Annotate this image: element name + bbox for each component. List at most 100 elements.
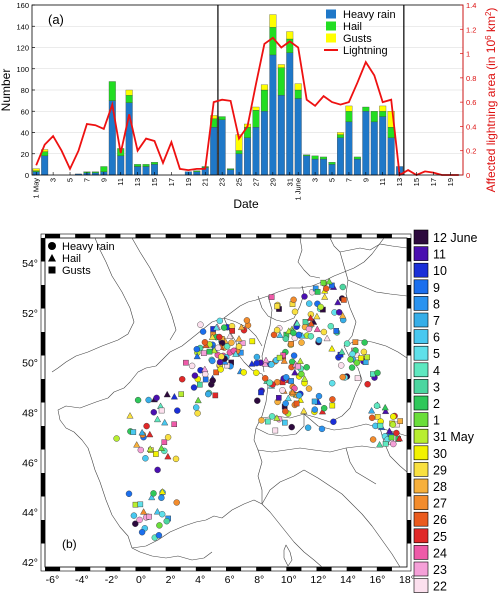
map-point-heavy-rain (113, 435, 120, 442)
map-point-hail (321, 293, 329, 300)
map-point-heavy-rain (158, 494, 165, 501)
map-point-hail (334, 298, 342, 306)
bar-hail (379, 111, 387, 117)
map-point-hail (140, 508, 148, 515)
panel-b-map: -6° -4° -2° 0° 2° 4° 6° 8° 10° 12° 14° 16° 18° 42° 44… (22, 233, 415, 586)
coastline-corsica (283, 544, 293, 567)
map-point-heavy-rain (253, 359, 260, 367)
map-frame-segment (407, 473, 411, 497)
bar-gusts (345, 105, 353, 112)
bar-hail (320, 156, 328, 160)
bar-gusts (252, 106, 260, 111)
map-point-gusts (302, 319, 309, 325)
map-point-heavy-rain (216, 317, 224, 325)
map-point-hail (153, 415, 162, 423)
map-point-gusts (333, 328, 340, 334)
map-point-hail (325, 277, 333, 285)
panel-a-ytick-label: 80 (21, 86, 29, 95)
map-point-heavy-rain (217, 366, 224, 373)
map-point-heavy-rain (338, 362, 345, 369)
date-legend-swatch (413, 362, 429, 378)
map-frame-segment (45, 567, 61, 571)
map-point-hail (280, 357, 288, 364)
date-legend-label: 25 (433, 530, 447, 544)
coastline-adriatic (303, 469, 401, 568)
map-frame-segment (256, 234, 272, 238)
map-point-hail (153, 507, 161, 515)
panel-a-ytick-label: 100 (16, 65, 29, 74)
map-point-gusts (352, 339, 359, 346)
panel-a-ytick-label: 60 (21, 107, 29, 116)
date-legend-swatch (413, 345, 429, 361)
map-point-gusts (161, 439, 168, 446)
map-point-gusts (288, 378, 294, 384)
map-point-heavy-rain (174, 407, 181, 414)
map-frame-segment (286, 234, 302, 238)
map-point-gusts (282, 419, 288, 426)
map-longitude-label: 0° (136, 574, 146, 586)
map-point-heavy-rain (390, 440, 397, 448)
bar-hail (387, 127, 395, 138)
map-point-heavy-rain (130, 512, 138, 519)
map-longitude-label: -2° (105, 574, 119, 586)
map-point-gusts (130, 429, 137, 435)
map-point-hail (146, 430, 154, 438)
map-point-heavy-rain (270, 331, 278, 339)
map-point-gusts (268, 294, 275, 300)
bar-heavy-rain (210, 127, 218, 176)
date-legend-swatch (413, 296, 429, 311)
map-frame-segment (45, 234, 61, 238)
map-point-hail (232, 350, 240, 357)
date-legend-swatch (413, 379, 429, 394)
y2label-part-4: 2 (484, 11, 493, 16)
map-frame-segment (41, 379, 45, 403)
map-point-heavy-rain (254, 397, 261, 404)
map-longitude-label: 8° (254, 574, 264, 586)
date-legend-swatch (413, 578, 429, 593)
map-point-hail (300, 407, 308, 414)
y2label-part-5: ) (484, 8, 498, 12)
map-point-hail (210, 346, 218, 354)
panel-b-label: (b) (62, 537, 77, 551)
map-point-heavy-rain (369, 436, 377, 443)
map-point-heavy-rain (295, 331, 302, 339)
panel-a-xtick-label: 29 (268, 178, 277, 186)
panel-a-gridlines (32, 25, 463, 155)
map-point-heavy-rain (339, 373, 346, 381)
map-point-gusts (293, 400, 300, 407)
panel-a-xtick-label: 5 (66, 178, 75, 182)
bar-heavy-rain (387, 137, 395, 176)
map-point-hail (381, 403, 389, 411)
map-point-hail (208, 333, 216, 340)
map-point-gusts (239, 340, 246, 347)
map-point-heavy-rain (305, 325, 313, 333)
map-point-gusts (382, 441, 389, 447)
date-legend-swatch (413, 395, 429, 411)
map-point-heavy-rain (282, 335, 289, 342)
map-point-heavy-rain (209, 357, 216, 365)
panel-a-xtick-label: 1 May (32, 178, 41, 199)
date-legend-swatch (413, 412, 429, 427)
date-legend-label: 23 (433, 563, 447, 577)
map-point-heavy-rain (158, 511, 166, 518)
map-point-heavy-rain (223, 343, 231, 350)
bar-gusts (387, 111, 395, 128)
map-point-heavy-rain (209, 377, 216, 384)
map-frame-segment (407, 332, 411, 356)
date-legend-label: 1 (433, 414, 440, 428)
bar-hail (260, 89, 268, 112)
bar-hail (125, 95, 133, 103)
panel-a-bar-chart: 0 20 40 60 80 100 120 140 160 0 0.2 0.4 0.6 0.8 1 1.2 1… (0, 1, 498, 211)
panel-a-xtick-label: 5 (328, 178, 337, 182)
map-point-heavy-rain (228, 339, 235, 346)
map-frame-segment (316, 234, 332, 238)
map-point-gusts (265, 418, 271, 425)
panel-a-xtick-label: 15 (412, 178, 421, 186)
map-point-heavy-rain (336, 309, 343, 316)
map-point-heavy-rain (301, 293, 308, 300)
map-point-heavy-rain (304, 424, 312, 431)
map-point-gusts (171, 421, 178, 428)
panel-a-bars (32, 14, 404, 176)
map-point-heavy-rain (134, 396, 142, 404)
